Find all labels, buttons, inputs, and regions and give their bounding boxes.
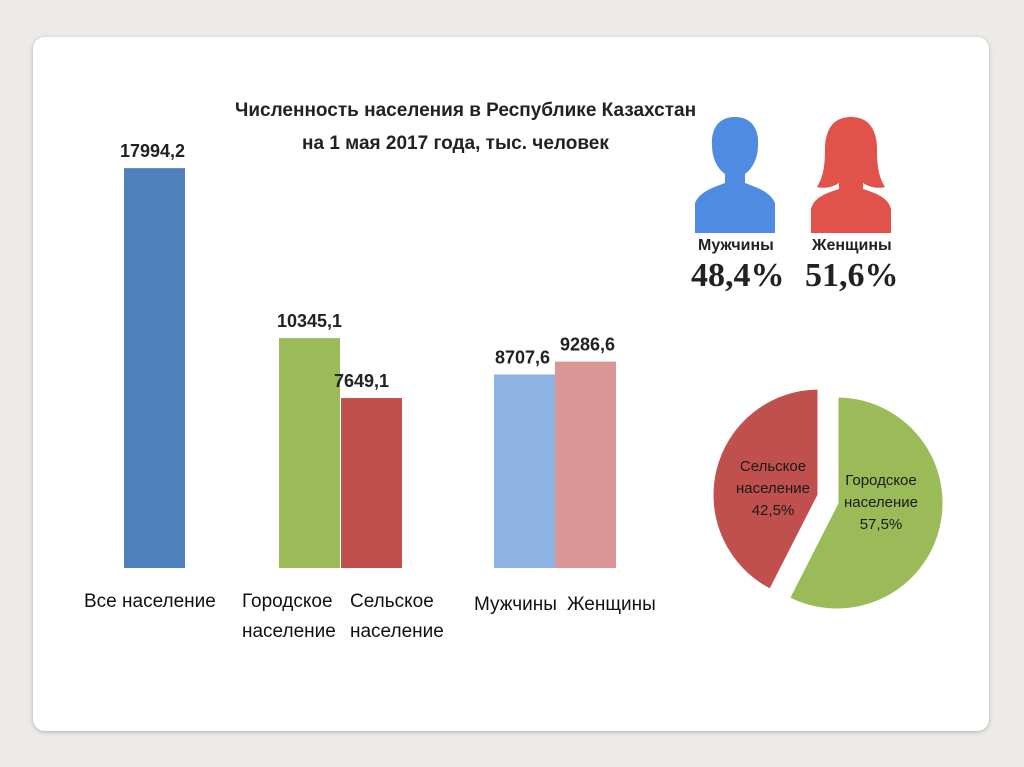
pie-label-1-line2: население	[844, 494, 918, 511]
category-label-urban: Городское население	[242, 587, 336, 647]
chart-title: Численность населения в Республике Казах…	[235, 100, 697, 121]
bar-value-label-1: 10345,1	[277, 311, 342, 331]
category-label-all: Все население	[84, 591, 216, 612]
pie-label-0-line3: 42,5%	[752, 502, 795, 519]
bar-value-label-3: 8707,6	[495, 347, 550, 367]
bar-value-label-2: 7649,1	[334, 371, 389, 391]
bar-3	[494, 374, 555, 568]
pie-label-0-line1: Сельское	[740, 458, 806, 475]
women-label: Женщины	[812, 237, 892, 254]
pie-slice-0	[710, 386, 821, 593]
category-label-men: Мужчины	[474, 594, 557, 615]
population-chart: 17994,2 10345,1 7649,1 8707,6 9286,6 Сельско…	[120, 117, 946, 612]
category-label-rural-line1: Сельское	[350, 591, 434, 612]
bar-value-label-0: 17994,2	[120, 141, 185, 161]
women-percent: 51,6%	[805, 257, 899, 294]
men-label: Мужчины	[698, 237, 774, 254]
slide-card: Численность населения в Республике Казах…	[33, 37, 989, 731]
pie-label-1-line3: 57,5%	[860, 516, 903, 533]
bar-value-label-4: 9286,6	[560, 335, 615, 355]
pie-label-1-line1: Городское	[845, 472, 916, 489]
female-silhouette-shape	[811, 117, 891, 233]
pie-slice-1	[786, 394, 946, 612]
chart-subtitle: на 1 мая 2017 года, тыс. человек	[302, 133, 609, 154]
male-silhouette-icon	[695, 117, 775, 233]
pie-label-0-line2: население	[736, 480, 810, 497]
category-label-rural-line2: население	[350, 621, 444, 642]
bar-2	[341, 398, 402, 568]
category-label-rural: Сельское население	[350, 587, 444, 647]
category-label-urban-line1: Городское	[242, 591, 333, 612]
female-silhouette-icon	[811, 117, 891, 233]
male-silhouette-shape	[695, 117, 775, 233]
category-label-women: Женщины	[567, 594, 656, 615]
men-percent: 48,4%	[691, 257, 785, 294]
bar-4	[555, 361, 616, 568]
bar-0	[124, 168, 185, 568]
category-label-urban-line2: население	[242, 621, 336, 642]
bar-1	[279, 338, 340, 568]
